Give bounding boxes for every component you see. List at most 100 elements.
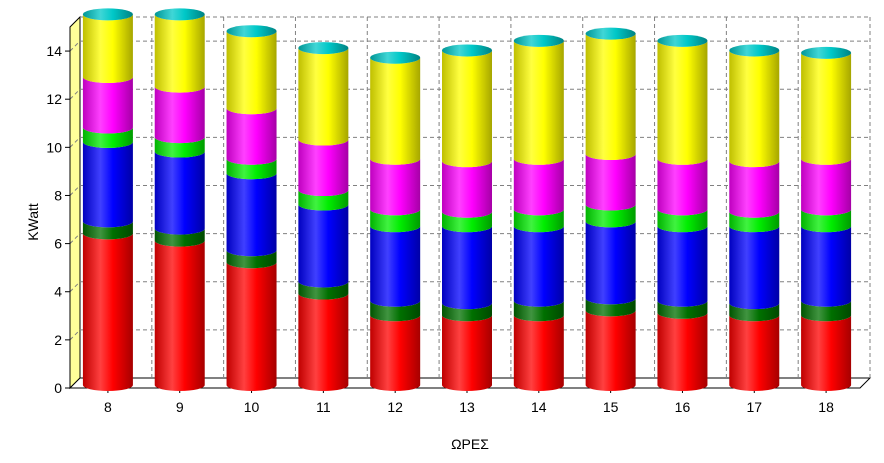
x-tick-label: 18 [818,399,834,415]
bar-segment [82,127,133,148]
bar-segment [585,310,636,392]
bar-stack [442,44,492,391]
y-tick-label: 0 [54,380,62,396]
bar-segment [370,209,421,233]
grid-line-h-side [69,329,81,341]
grid-line-h-side [69,40,81,52]
x-tick-label: 14 [531,399,547,415]
bar-segment [801,209,852,233]
bar-segment [729,315,780,392]
x-tick-label: 12 [387,399,403,415]
bar-segment [226,158,277,180]
bar-segment [585,221,636,305]
bar-segment [154,86,205,144]
bar-segment [729,303,780,322]
bar-segment [657,300,708,319]
bar-stack [82,8,133,392]
bar-segment [226,262,277,391]
bar-cap [82,8,133,21]
bar-segment [226,108,277,165]
bar-segment [298,281,349,300]
bar-segment [657,226,708,307]
bar-stack [154,8,205,391]
bar-segment [154,228,205,247]
bars [82,8,852,392]
y-axis-title: KWatt [25,203,41,241]
bar-segment [370,226,421,307]
y-tick-label: 8 [54,187,62,203]
bar-segment [82,221,133,240]
bar-segment [442,303,492,322]
bar-segment [729,50,780,168]
bar-segment [585,204,636,228]
x-tick-label: 13 [459,399,475,415]
bar-segment [442,211,492,233]
bar-cap [154,8,205,21]
bar-segment [154,240,205,391]
left-wall [69,15,81,390]
grid-line-h-side [69,185,81,196]
bar-cap [657,34,708,47]
bar-segment [801,52,852,165]
bar-segment [513,158,564,216]
bar-stack [729,44,780,392]
y-tick-label: 14 [46,43,62,59]
bar-stack [657,34,708,392]
bar-cap [801,46,852,59]
bar-segment [801,226,852,307]
bar-segment [154,14,205,93]
bar-segment [298,48,349,146]
x-axis-title: ΩΡΕΣ [451,436,489,452]
bar-segment [513,209,564,233]
bar-segment [657,209,708,233]
bar-segment [442,50,492,168]
bar-segment [154,151,205,235]
bar-segment [298,293,349,392]
bar-segment [657,312,708,392]
bar-segment [298,204,349,288]
x-tick-label: 9 [176,399,184,415]
bar-segment [585,153,636,211]
bar-segment [370,300,421,322]
bar-segment [585,33,636,160]
bar-stack [370,51,421,391]
bar-segment [370,57,421,165]
bar-segment [513,315,564,392]
y-tick-label: 10 [46,139,62,155]
bar-segment [657,158,708,216]
grid-line-h-side [69,233,81,244]
bar-segment [370,315,421,391]
bar-cap [585,27,636,40]
bar-segment [585,298,636,317]
bar-segment [442,161,492,218]
x-tick-label: 10 [244,399,260,415]
bar-stack [226,25,277,391]
bar-stack [585,27,636,392]
bar-stack [513,34,564,392]
bar-segment [729,161,780,218]
bar-cap [729,44,780,57]
grid-line-h-side [69,136,81,148]
x-tick-label: 8 [104,399,112,415]
bar-segment [513,226,564,307]
bar-segment [729,211,780,233]
bar-segment [226,250,277,269]
tick-labels: 0 2 4 6 8 10 12 14 8 9 10 11 12 13 14 15 16 17 18 [46,43,834,415]
bar-cap [370,51,421,64]
bar-segment [298,139,349,197]
bar-segment [226,31,277,115]
bar-cap [226,25,277,38]
bar-segment [82,76,133,134]
bar-segment [657,40,708,165]
bar-segment [442,315,492,391]
bar-segment [298,190,349,211]
bar-segment [82,141,133,228]
bar-segment [82,233,133,392]
x-tick-label: 11 [316,399,331,415]
bar-stack [801,46,852,392]
bar-segment [513,300,564,322]
bar-cap [298,42,349,55]
bar-segment [226,173,277,257]
